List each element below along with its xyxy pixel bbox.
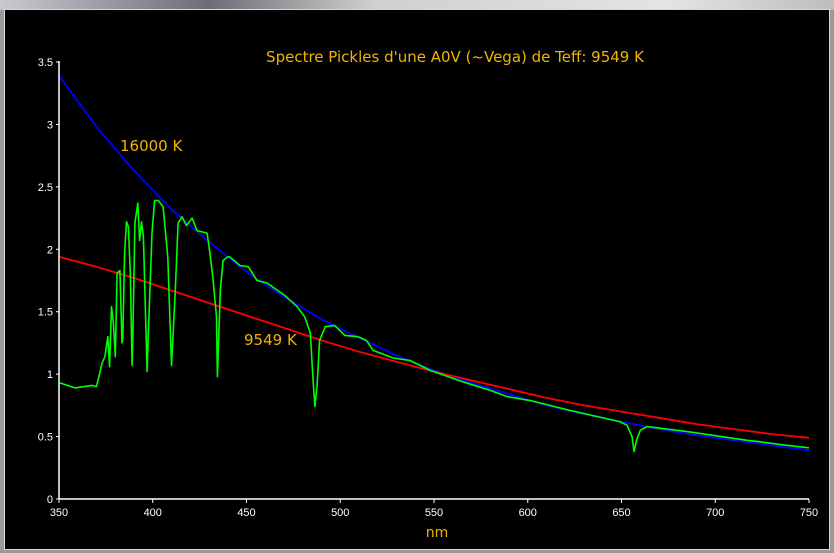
x-tick-label: 450 xyxy=(237,507,255,519)
x-tick-label: 350 xyxy=(50,507,68,519)
x-tick-label: 500 xyxy=(331,507,349,519)
chart-title: Spectre Pickles d'une A0V (~Vega) de Tef… xyxy=(266,48,645,66)
y-tick-label: 1 xyxy=(47,369,53,381)
x-tick-label: 700 xyxy=(706,507,724,519)
y-tick-label: 2.5 xyxy=(38,182,53,194)
x-tick-label: 650 xyxy=(612,507,630,519)
spectrum-line xyxy=(59,199,810,453)
x-axis-label: nm xyxy=(426,525,449,541)
chart-panel xyxy=(4,9,830,550)
annotation-9549k: 9549 K xyxy=(244,331,298,349)
y-tick-label: 3 xyxy=(47,119,53,131)
x-tick-label: 550 xyxy=(425,507,443,519)
y-tick-label: 1.5 xyxy=(38,307,53,319)
y-tick-label: 0 xyxy=(47,494,53,506)
window-frame xyxy=(0,0,834,10)
x-tick-label: 400 xyxy=(144,507,162,519)
planck-16000k-line xyxy=(58,75,810,452)
annotation-16000k: 16000 K xyxy=(120,137,183,155)
y-tick-label: 3.5 xyxy=(38,57,53,69)
x-tick-label: 750 xyxy=(800,507,818,519)
y-tick-label: 2 xyxy=(47,244,53,256)
x-tick-label: 600 xyxy=(519,507,537,519)
y-tick-label: 0.5 xyxy=(38,432,53,444)
